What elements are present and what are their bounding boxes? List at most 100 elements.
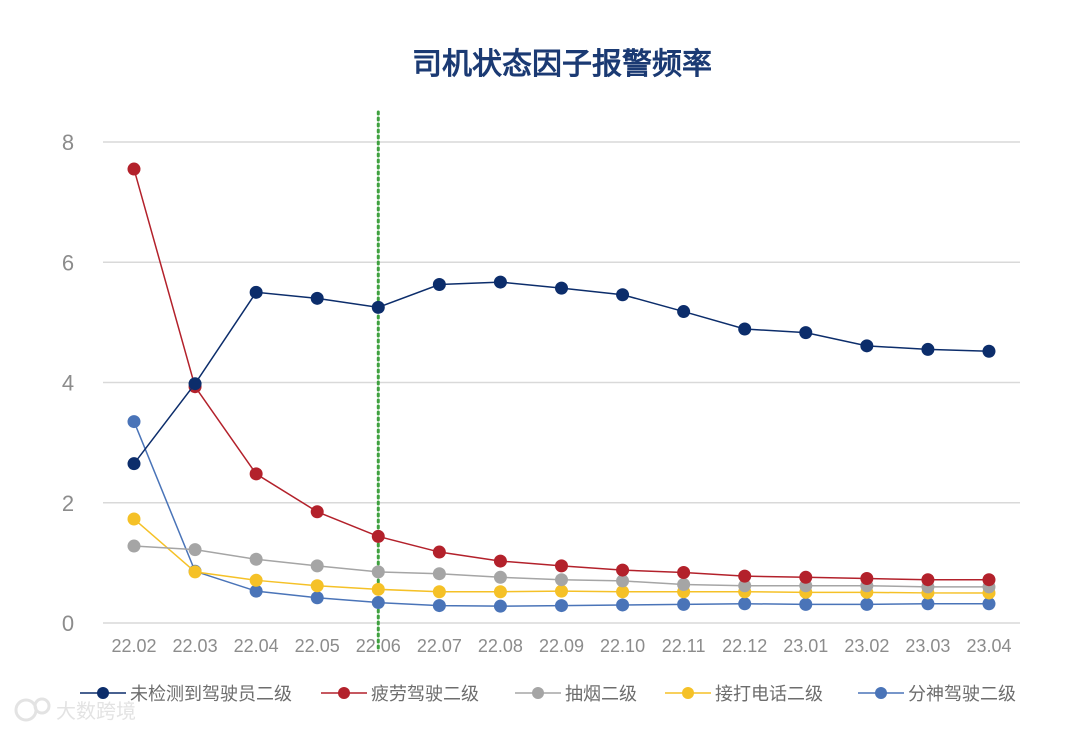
legend-marker bbox=[532, 687, 544, 699]
data-point bbox=[371, 529, 385, 543]
data-point bbox=[310, 579, 324, 593]
data-point bbox=[249, 285, 263, 299]
data-point bbox=[677, 305, 691, 319]
data-point bbox=[616, 563, 630, 577]
data-point bbox=[493, 554, 507, 568]
legend-item: 分神驾驶二级 bbox=[858, 684, 1016, 705]
watermark: 大数跨境 bbox=[14, 697, 136, 723]
data-point bbox=[371, 300, 385, 314]
x-tick-label: 23.04 bbox=[966, 636, 1011, 656]
x-tick-label: 22.02 bbox=[111, 636, 156, 656]
data-point bbox=[432, 567, 446, 581]
series-group bbox=[127, 162, 996, 613]
data-point bbox=[249, 552, 263, 566]
watermark-text: 大数跨境 bbox=[56, 699, 136, 723]
data-point bbox=[127, 415, 141, 429]
data-point bbox=[432, 277, 446, 291]
data-point bbox=[249, 573, 263, 587]
x-tick-label: 22.08 bbox=[478, 636, 523, 656]
legend-item: 未检测到驾驶员二级 bbox=[80, 684, 292, 705]
data-point bbox=[982, 573, 996, 587]
data-point bbox=[554, 599, 568, 613]
x-tick-label: 22.07 bbox=[417, 636, 462, 656]
data-point bbox=[310, 591, 324, 605]
legend-marker bbox=[875, 687, 887, 699]
legend-item: 抽烟二级 bbox=[515, 684, 637, 705]
data-point bbox=[127, 457, 141, 471]
data-point bbox=[188, 377, 202, 391]
x-tick-label: 23.02 bbox=[844, 636, 889, 656]
data-point bbox=[310, 505, 324, 519]
data-point bbox=[554, 559, 568, 573]
x-tick-label: 23.01 bbox=[783, 636, 828, 656]
data-point bbox=[677, 565, 691, 579]
legend-item: 接打电话二级 bbox=[665, 684, 823, 705]
data-point bbox=[982, 597, 996, 611]
data-point bbox=[554, 573, 568, 587]
data-point bbox=[554, 584, 568, 598]
series-line bbox=[133, 168, 989, 581]
watermark-logo-icon bbox=[14, 698, 38, 722]
data-point bbox=[310, 291, 324, 305]
data-point bbox=[493, 275, 507, 289]
legend-marker bbox=[682, 687, 694, 699]
data-point bbox=[249, 467, 263, 481]
legend-label: 未检测到驾驶员二级 bbox=[130, 684, 292, 705]
data-point bbox=[616, 585, 630, 599]
data-point bbox=[554, 281, 568, 295]
data-point bbox=[493, 570, 507, 584]
grid-lines bbox=[103, 141, 1020, 624]
data-point bbox=[860, 572, 874, 586]
data-point bbox=[921, 342, 935, 356]
data-point bbox=[249, 584, 263, 598]
y-tick-label: 8 bbox=[62, 130, 74, 155]
y-tick-label: 2 bbox=[62, 491, 74, 516]
data-point bbox=[738, 322, 752, 336]
x-tick-label: 22.10 bbox=[600, 636, 645, 656]
data-point bbox=[677, 597, 691, 611]
legend-label: 分神驾驶二级 bbox=[908, 684, 1016, 705]
data-point bbox=[432, 599, 446, 613]
x-tick-label: 22.12 bbox=[722, 636, 767, 656]
data-point bbox=[738, 579, 752, 593]
x-tick-label: 22.05 bbox=[295, 636, 340, 656]
data-point bbox=[493, 599, 507, 613]
series-0 bbox=[127, 275, 996, 471]
data-point bbox=[677, 578, 691, 592]
x-tick-label: 22.04 bbox=[234, 636, 279, 656]
data-point bbox=[371, 582, 385, 596]
chart-title: 司机状态因子报警频率 bbox=[412, 47, 712, 82]
data-point bbox=[432, 545, 446, 559]
data-point bbox=[432, 585, 446, 599]
legend-item: 疲劳驾驶二级 bbox=[321, 684, 479, 705]
data-point bbox=[921, 573, 935, 587]
legend-label: 接打电话二级 bbox=[715, 684, 823, 705]
x-tick-label: 22.11 bbox=[662, 636, 706, 656]
data-point bbox=[860, 597, 874, 611]
y-axis-ticks: 0 2 4 6 8 bbox=[62, 130, 74, 636]
data-point bbox=[493, 585, 507, 599]
data-point bbox=[371, 565, 385, 579]
data-point bbox=[799, 597, 813, 611]
legend-marker bbox=[338, 687, 350, 699]
y-tick-label: 6 bbox=[62, 250, 74, 275]
data-point bbox=[616, 598, 630, 612]
data-point bbox=[799, 570, 813, 584]
data-point bbox=[188, 543, 202, 557]
data-point bbox=[738, 569, 752, 583]
legend: 未检测到驾驶员二级 疲劳驾驶二级 抽烟二级 接打电话二级 分神驾驶二级 bbox=[80, 684, 1016, 705]
data-point bbox=[616, 288, 630, 302]
y-tick-label: 4 bbox=[62, 371, 74, 396]
data-point bbox=[738, 597, 752, 611]
x-axis-ticks: 22.0222.0322.0422.0522.0622.0722.0822.09… bbox=[111, 636, 1011, 656]
data-point bbox=[799, 326, 813, 340]
data-point bbox=[127, 512, 141, 526]
data-point bbox=[616, 574, 630, 588]
data-point bbox=[310, 559, 324, 573]
data-point bbox=[127, 539, 141, 553]
data-point bbox=[127, 162, 141, 176]
series-line bbox=[133, 281, 990, 465]
x-tick-label: 23.03 bbox=[905, 636, 950, 656]
data-point bbox=[982, 344, 996, 358]
